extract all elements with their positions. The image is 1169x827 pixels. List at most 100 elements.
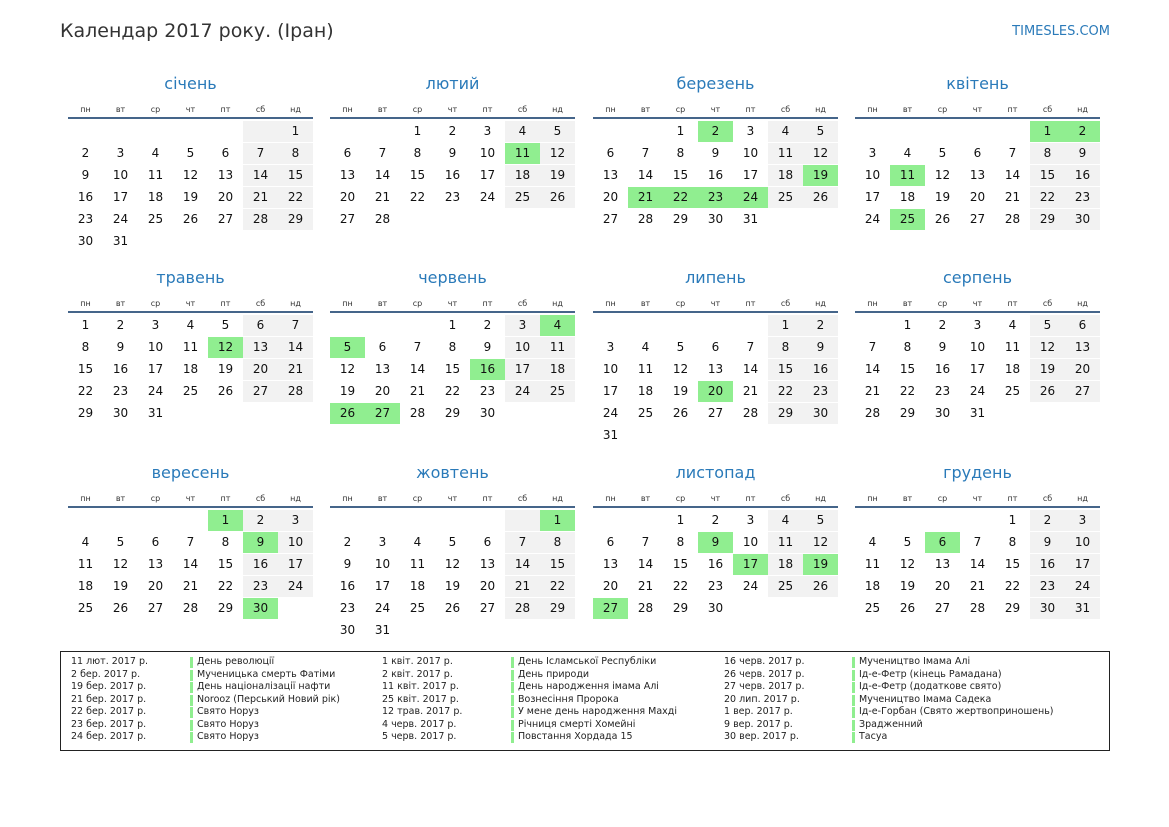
day-cell: 16	[1065, 165, 1100, 186]
month-rule	[593, 506, 838, 508]
weekday: сб	[517, 299, 528, 308]
day-cell: 17	[374, 579, 391, 593]
day-cell: 29	[899, 406, 916, 420]
day-cell: 21	[637, 579, 654, 593]
holiday-date: 11 лют. 2017 р.	[71, 656, 148, 667]
day-cell: 5	[330, 337, 365, 358]
day-cell: 24	[602, 406, 619, 420]
day-cell: 19	[217, 362, 234, 376]
day-cell: 15	[444, 362, 461, 376]
holiday-marker	[852, 707, 855, 718]
day-cell: 25	[768, 187, 803, 208]
weekday: пт	[482, 299, 493, 308]
weekday: пт	[745, 494, 756, 503]
day-cell: 9	[243, 532, 278, 553]
day-cell: 1	[903, 318, 912, 332]
day-cell: 15	[899, 362, 916, 376]
day-cell: 5	[186, 146, 195, 160]
day-cell: 26	[330, 403, 365, 424]
weekday: пн	[80, 299, 91, 308]
weekday: нд	[290, 494, 301, 503]
day-cell: 14	[278, 337, 313, 358]
day-cell: 22	[409, 190, 426, 204]
day-cell: 2	[698, 121, 733, 142]
holiday-marker	[190, 694, 193, 706]
day-cell: 13	[243, 337, 278, 358]
day-cell: 6	[151, 535, 160, 549]
day-cell: 21	[243, 187, 278, 208]
site-link[interactable]: TIMESLES.COM	[1012, 24, 1110, 39]
day-cell: 24	[864, 212, 881, 226]
day-cell: 13	[934, 557, 951, 571]
day-cell: 4	[768, 510, 803, 531]
day-cell: 3	[1065, 510, 1100, 531]
weekday: ср	[937, 105, 948, 114]
weekday: пн	[342, 105, 353, 114]
day-cell: 9	[343, 557, 352, 571]
day-cell: 28	[182, 601, 199, 615]
day-cell: 27	[602, 212, 619, 226]
day-cell: 30	[243, 598, 278, 619]
holiday-marker	[190, 732, 193, 743]
day-cell: 25	[147, 212, 164, 226]
day-cell: 10	[742, 535, 759, 549]
day-cell: 9	[803, 337, 838, 358]
month-rule	[593, 311, 838, 313]
day-cell: 21	[742, 384, 759, 398]
day-cell: 6	[483, 535, 492, 549]
day-cell: 19	[934, 190, 951, 204]
day-cell: 9	[448, 146, 457, 160]
day-cell: 23	[803, 381, 838, 402]
day-cell: 22	[1004, 579, 1021, 593]
day-cell: 23	[243, 576, 278, 597]
day-cell: 18	[768, 554, 803, 575]
weekday: вт	[377, 105, 388, 114]
month-rule	[68, 506, 313, 508]
weekday: нд	[1077, 105, 1088, 114]
day-cell: 24	[733, 187, 768, 208]
day-cell: 11	[768, 532, 803, 553]
weekday: чт	[972, 299, 983, 308]
day-cell: 29	[278, 209, 313, 230]
day-cell: 18	[540, 359, 575, 380]
day-cell: 23	[1030, 576, 1065, 597]
day-cell: 9	[1065, 143, 1100, 164]
day-cell: 26	[540, 187, 575, 208]
day-cell: 15	[217, 557, 234, 571]
day-cell: 23	[77, 212, 94, 226]
day-cell: 7	[505, 532, 540, 553]
holiday-name: Ід-е-Фетр (додаткове свято)	[859, 681, 1002, 692]
holiday-date: 11 квіт. 2017 р.	[382, 681, 459, 692]
day-cell: 15	[77, 362, 94, 376]
day-cell: 16	[934, 362, 951, 376]
weekday: пн	[867, 494, 878, 503]
day-cell: 10	[1065, 532, 1100, 553]
day-cell: 9	[1030, 532, 1065, 553]
holiday-name: День природи	[518, 668, 590, 680]
weekday: чт	[972, 105, 983, 114]
weekday: чт	[710, 494, 721, 503]
holiday-marker	[511, 707, 514, 718]
day-cell: 1	[676, 124, 685, 138]
weekday: сб	[1042, 494, 1053, 503]
day-cell: 3	[278, 510, 313, 531]
day-cell: 7	[641, 146, 650, 160]
day-cell: 19	[182, 190, 199, 204]
day-cell: 29	[1030, 209, 1065, 230]
day-cell: 28	[864, 406, 881, 420]
day-cell: 16	[339, 579, 356, 593]
day-cell: 8	[540, 532, 575, 553]
day-cell: 8	[903, 340, 912, 354]
weekday: вт	[115, 494, 126, 503]
day-cell: 22	[540, 576, 575, 597]
weekday: сб	[255, 494, 266, 503]
day-cell: 22	[672, 579, 689, 593]
day-cell: 1	[768, 315, 803, 336]
day-cell: 19	[339, 384, 356, 398]
day-cell: 12	[1030, 337, 1065, 358]
day-cell: 29	[77, 406, 94, 420]
day-cell: 23	[339, 601, 356, 615]
day-cell: 12	[208, 337, 243, 358]
weekday: пт	[1007, 105, 1018, 114]
day-cell: 7	[973, 535, 982, 549]
